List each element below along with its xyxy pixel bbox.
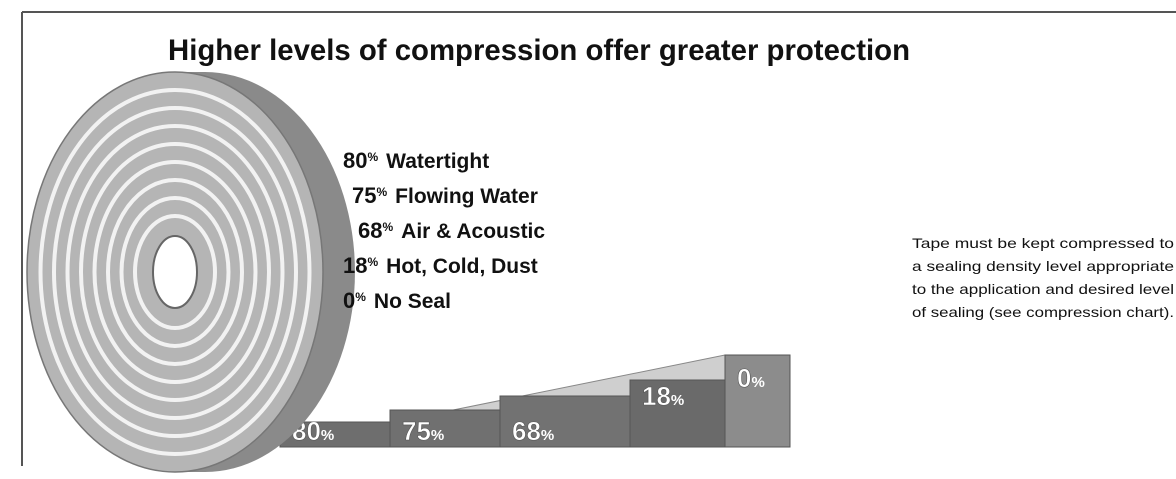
step-percent: 68: [512, 416, 541, 446]
note-line: Tape must be kept compressed to: [912, 235, 1174, 251]
legend-sign: %: [355, 290, 366, 304]
legend-sign: %: [376, 185, 387, 199]
step-block: [725, 355, 790, 447]
legend-sign: %: [367, 150, 378, 164]
legend-percent: 80: [343, 148, 367, 173]
legend-sign: %: [382, 220, 393, 234]
step-percent: 75: [402, 416, 431, 446]
step-percent: 0: [737, 363, 751, 393]
note-line: to the application and desired level: [912, 281, 1174, 297]
legend-label: Hot, Cold, Dust: [386, 255, 538, 278]
step-sign: %: [431, 427, 444, 444]
note-line: of sealing (see compression chart).: [912, 304, 1174, 320]
legend-percent: 18: [343, 253, 367, 278]
note-line: a sealing density level appropriate: [912, 258, 1174, 274]
step-sign: %: [321, 427, 334, 444]
step-sign: %: [751, 374, 764, 391]
roll-core: [153, 236, 197, 308]
step-sign: %: [671, 392, 684, 409]
legend-item: 80% Watertight: [343, 148, 489, 173]
legend-percent: 0: [343, 288, 355, 313]
legend-label: Air & Acoustic: [401, 220, 545, 243]
legend-percent: 75: [352, 183, 376, 208]
step-percent: 18: [642, 381, 671, 411]
legend-percent: 68: [358, 218, 382, 243]
legend-label: No Seal: [374, 290, 451, 313]
title: Higher levels of compression offer great…: [168, 34, 910, 67]
legend-label: Flowing Water: [395, 185, 538, 208]
tape-roll: [27, 72, 355, 472]
infographic: Higher levels of compression offer great…: [0, 0, 1176, 479]
legend-sign: %: [367, 255, 378, 269]
legend-label: Watertight: [386, 150, 489, 173]
step-sign: %: [541, 427, 554, 444]
